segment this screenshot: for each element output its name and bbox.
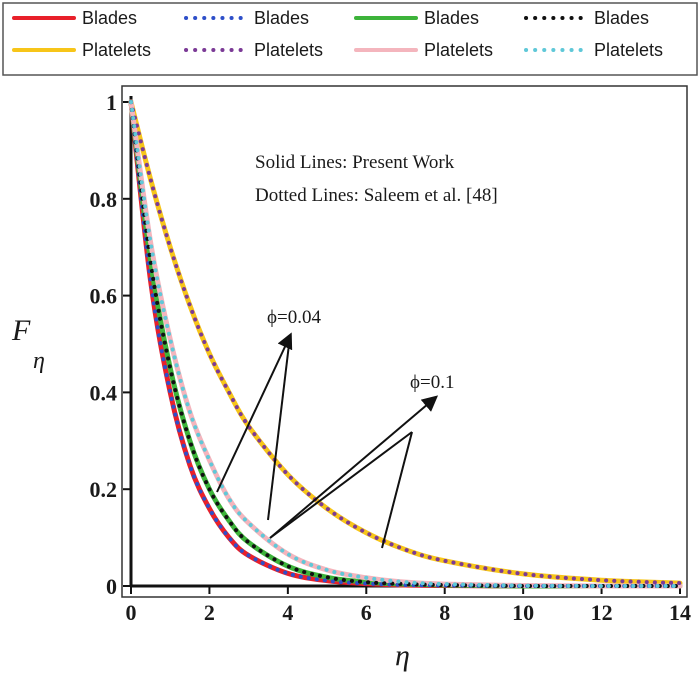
y-tick-label: 1 [106, 90, 117, 115]
y-tick-label: 0 [106, 574, 117, 599]
legend-label: Platelets [254, 40, 323, 60]
x-tick-label: 4 [282, 600, 293, 625]
annotation-phi-01: ϕ=0.1 [410, 372, 454, 393]
annotation-arrows [216, 332, 439, 549]
x-tick-label: 0 [126, 600, 137, 625]
arrow-phi-01-b [381, 431, 413, 549]
x-tick-label: 2 [204, 600, 215, 625]
x-tick-label: 14 [669, 600, 691, 625]
x-tick-label: 8 [439, 600, 450, 625]
annotation-solid-lines: Solid Lines: Present Work [255, 152, 455, 173]
legend-label: Platelets [82, 40, 151, 60]
x-axis-label: η [395, 639, 410, 672]
y-tick-label: 0.8 [90, 187, 118, 212]
y-tick-label: 0.6 [90, 284, 118, 309]
legend: Blades Platelets Blades Platelets Blades Plat… [2, 2, 698, 76]
y-tick-label: 0.2 [90, 477, 118, 502]
legend-label: Platelets [424, 40, 493, 60]
series-line-dotted-2 [129, 100, 682, 589]
series-line-dotted-7 [129, 100, 682, 589]
x-tick-label: 6 [361, 600, 372, 625]
arrow-phi-01-c [269, 431, 413, 539]
plot-frame [121, 85, 688, 598]
y-axis-label: F [11, 314, 31, 347]
arrow-phi-004-b [267, 335, 291, 521]
y-axis-label-subscript: η [33, 348, 45, 374]
series-line-solid-1 [128, 99, 683, 586]
arrow-phi-004-a [216, 332, 293, 493]
x-tick-label: 10 [512, 600, 534, 625]
y-tick-label: 0.4 [90, 380, 118, 405]
legend-label: Blades [594, 8, 649, 28]
legend-label: Blades [254, 8, 309, 28]
legend-label: Blades [82, 8, 137, 28]
annotation-phi-004: ϕ=0.04 [267, 307, 321, 328]
x-tick-label: 12 [591, 600, 613, 625]
annotation-dotted-lines: Dotted Lines: Saleem et al. [48] [255, 185, 498, 206]
legend-frame [2, 2, 698, 76]
arrow-phi-01-a [269, 395, 439, 539]
legend-label: Platelets [594, 40, 663, 60]
legend-label: Blades [424, 8, 479, 28]
